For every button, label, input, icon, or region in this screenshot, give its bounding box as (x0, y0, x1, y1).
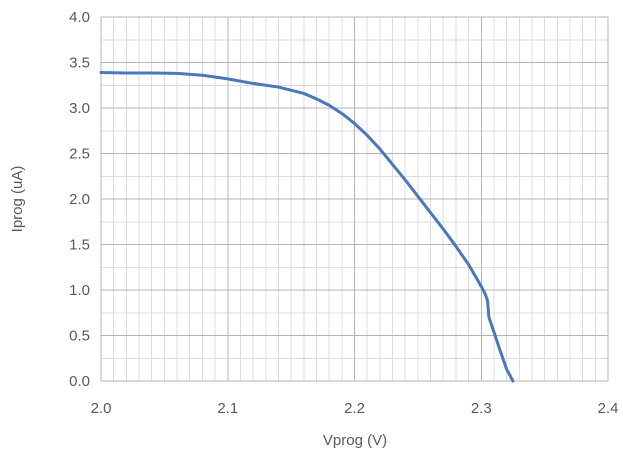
x-tick-label: 2.1 (217, 400, 238, 417)
y-tick-label: 1.0 (69, 282, 90, 299)
x-tick-label: 2.2 (344, 400, 365, 417)
y-tick-label: 3.5 (69, 55, 90, 72)
y-tick-label: 4.0 (69, 9, 90, 26)
major-gridlines (100, 16, 609, 382)
y-axis-title: Iprog (uA) (9, 166, 26, 233)
y-tick-label: 1.5 (69, 237, 90, 254)
x-tick-label: 2.3 (471, 400, 492, 417)
y-tick-label: 3.0 (69, 100, 90, 117)
y-tick-label: 0.0 (69, 373, 90, 390)
y-tick-label: 0.5 (69, 328, 90, 345)
y-axis-tick-labels: 0.0 0.5 1.0 1.5 2.0 2.5 3.0 3.5 4.0 (69, 9, 90, 390)
x-axis-title: Vprog (V) (323, 432, 387, 449)
x-tick-label: 2.4 (598, 400, 619, 417)
x-axis-tick-labels: 2.0 2.1 2.2 2.3 2.4 (91, 400, 619, 417)
x-tick-label: 2.0 (91, 400, 112, 417)
y-tick-label: 2.5 (69, 146, 90, 163)
series-line (99, 71, 515, 383)
y-tick-label: 2.0 (69, 191, 90, 208)
